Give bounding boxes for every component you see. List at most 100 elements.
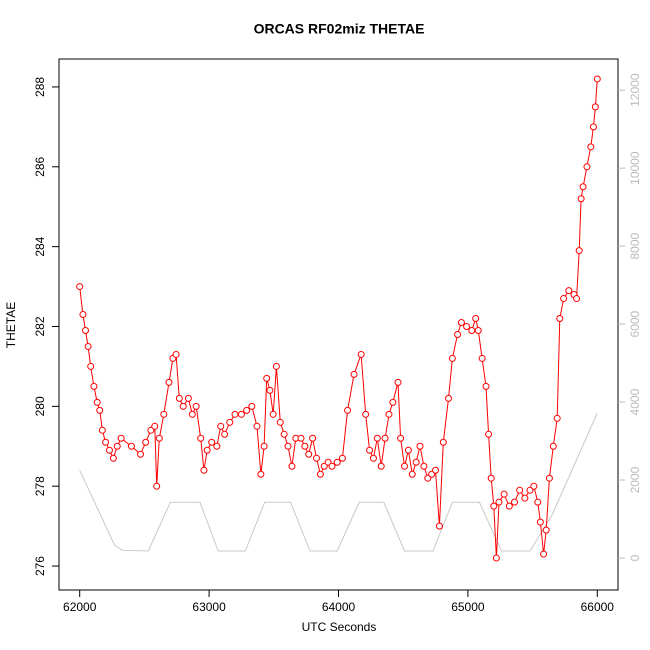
data-point — [553, 414, 561, 422]
data-point — [593, 75, 601, 83]
data-point — [540, 550, 548, 558]
data-point — [113, 442, 121, 450]
data-point — [269, 410, 277, 418]
data-point — [243, 406, 251, 414]
data-point — [416, 442, 424, 450]
plot-frame — [58, 58, 619, 591]
data-point — [579, 183, 587, 191]
y2-tick-label: 4000 — [628, 388, 642, 415]
data-point — [439, 438, 447, 446]
data-point — [151, 422, 159, 430]
data-point — [487, 474, 495, 482]
data-point — [257, 470, 265, 478]
data-point — [313, 454, 321, 462]
data-point — [305, 450, 313, 458]
y-tick-label: 284 — [33, 236, 47, 256]
data-point — [589, 123, 597, 131]
data-point — [137, 450, 145, 458]
data-point — [516, 486, 524, 494]
data-point — [105, 446, 113, 454]
data-point — [197, 434, 205, 442]
y-tick-label: 286 — [33, 156, 47, 176]
data-point — [350, 370, 358, 378]
data-point — [369, 454, 377, 462]
data-point — [362, 410, 370, 418]
data-point — [468, 326, 476, 334]
data-point — [357, 350, 365, 358]
data-point — [188, 410, 196, 418]
data-point — [577, 195, 585, 203]
data-point — [87, 362, 95, 370]
data-point — [344, 406, 352, 414]
data-point — [90, 382, 98, 390]
data-point — [478, 354, 486, 362]
data-point — [226, 418, 234, 426]
data-point — [490, 502, 498, 510]
y2-tick-label: 8000 — [628, 232, 642, 259]
data-point — [309, 434, 317, 442]
chart-title: ORCAS RF02miz THETAE — [254, 21, 425, 37]
data-point — [301, 442, 309, 450]
data-point — [521, 494, 529, 502]
data-point — [485, 430, 493, 438]
data-point — [575, 247, 583, 255]
data-point — [98, 426, 106, 434]
data-point — [536, 518, 544, 526]
data-point — [266, 386, 274, 394]
data-point — [203, 446, 211, 454]
data-point — [381, 434, 389, 442]
data-point — [556, 315, 564, 323]
data-point — [288, 462, 296, 470]
data-point — [397, 434, 405, 442]
data-point — [444, 394, 452, 402]
data-point — [260, 442, 268, 450]
data-point — [117, 434, 125, 442]
data-point — [377, 462, 385, 470]
data-point — [253, 422, 261, 430]
data-point — [192, 402, 200, 410]
data-point — [472, 315, 480, 323]
data-point — [545, 474, 553, 482]
data-point — [184, 394, 192, 402]
data-point — [560, 295, 568, 303]
data-point — [404, 446, 412, 454]
y2-tick-label: 0 — [628, 554, 642, 561]
data-point — [328, 462, 336, 470]
data-point — [408, 470, 416, 478]
data-point — [93, 398, 101, 406]
data-point — [432, 466, 440, 474]
data-point — [549, 442, 557, 450]
data-point — [373, 434, 381, 442]
series-line — [79, 412, 598, 552]
data-point — [217, 422, 225, 430]
data-point — [573, 295, 581, 303]
y-tick-label: 280 — [33, 396, 47, 416]
data-point — [221, 430, 229, 438]
data-point — [583, 163, 591, 171]
y2-tick-label: 2000 — [628, 466, 642, 493]
data-point — [175, 394, 183, 402]
data-point — [412, 458, 420, 466]
data-point — [366, 446, 374, 454]
data-point — [457, 319, 465, 327]
data-point — [213, 442, 221, 450]
x-tick-label: 66000 — [581, 600, 615, 614]
data-point — [565, 287, 573, 295]
x-tick-label: 63000 — [192, 600, 226, 614]
data-point — [495, 498, 503, 506]
data-point — [153, 482, 161, 490]
data-point — [534, 498, 542, 506]
data-point — [297, 434, 305, 442]
data-point — [448, 354, 456, 362]
data-point — [482, 382, 490, 390]
data-point — [165, 378, 173, 386]
data-point — [542, 526, 550, 534]
data-point — [333, 458, 341, 466]
data-point — [231, 410, 239, 418]
data-point — [400, 462, 408, 470]
data-point — [96, 406, 104, 414]
data-point — [463, 322, 471, 330]
x-axis-label: UTC Seconds — [302, 620, 377, 634]
y2-tick-label: 12000 — [628, 73, 642, 107]
